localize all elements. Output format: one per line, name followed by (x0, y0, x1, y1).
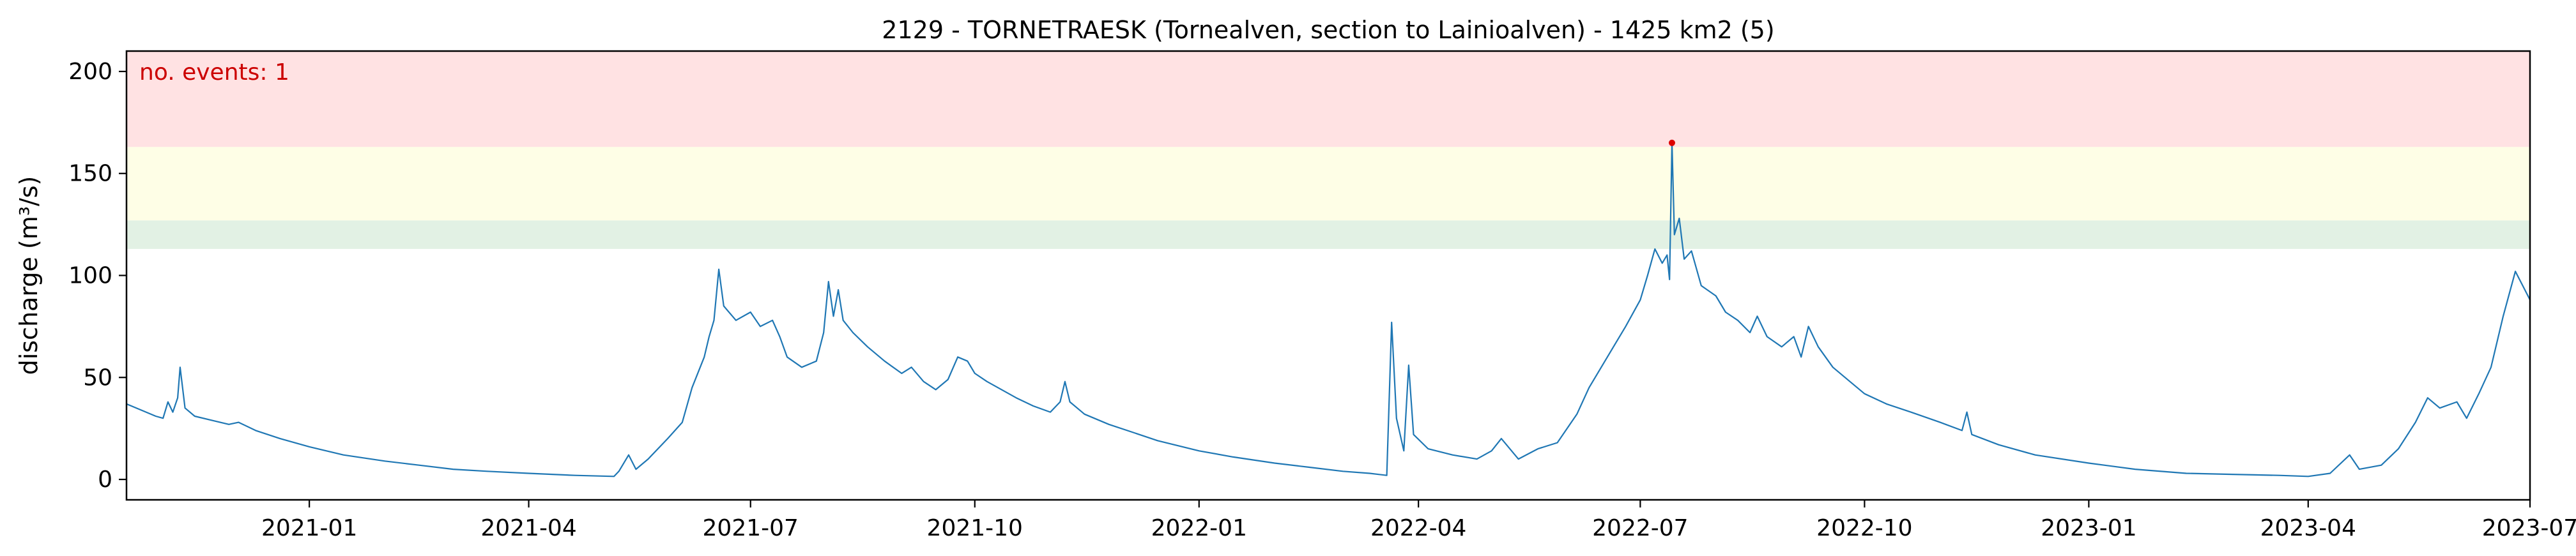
threshold-band-1 (126, 220, 2530, 249)
chart-title: 2129 - TORNETRAESK (Tornealven, section … (882, 16, 1774, 44)
x-tick-label: 2022-04 (1370, 515, 1466, 541)
x-tick-label: 2023-01 (2041, 515, 2136, 541)
x-tick-label: 2022-10 (1816, 515, 1912, 541)
event-marker (1668, 139, 1675, 146)
x-tick-label: 2022-07 (1592, 515, 1688, 541)
y-tick-label: 100 (68, 263, 112, 289)
x-tick-label: 2022-01 (1151, 515, 1247, 541)
x-tick-label: 2023-07 (2482, 515, 2576, 541)
y-tick-label: 150 (68, 161, 112, 187)
threshold-band-3 (126, 51, 2530, 147)
y-tick-label: 50 (83, 364, 112, 391)
x-tick-label: 2021-10 (927, 515, 1023, 541)
threshold-bands (126, 51, 2530, 249)
plot-area (126, 139, 2531, 477)
events-annotation: no. events: 1 (139, 59, 289, 86)
y-tick-label: 0 (98, 467, 112, 493)
x-tick-label: 2021-01 (261, 515, 357, 541)
y-axis-label: discharge (m³/s) (15, 176, 43, 375)
discharge-series-line (126, 142, 2531, 477)
y-axis: 0 50 100 150 200 (68, 59, 126, 493)
x-tick-label: 2023-04 (2260, 515, 2356, 541)
threshold-band-2 (126, 147, 2530, 221)
x-tick-label: 2021-07 (703, 515, 799, 541)
x-tick-label: 2021-04 (480, 515, 576, 541)
x-axis: 2021-01 2021-04 2021-07 2021-10 2022-01 2022-… (261, 500, 2576, 541)
y-tick-label: 200 (68, 59, 112, 85)
